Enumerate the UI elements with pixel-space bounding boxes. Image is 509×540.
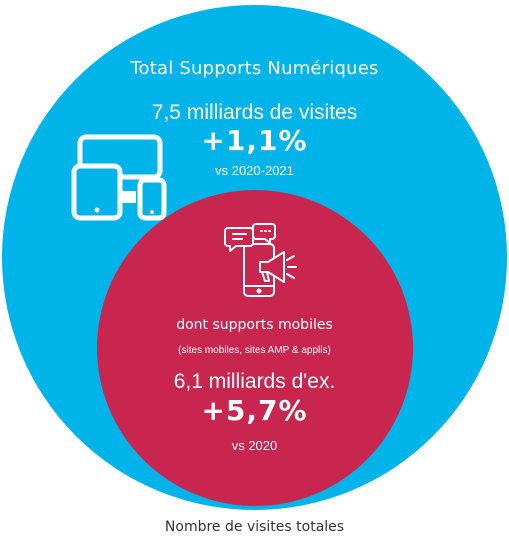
inner-title: dont supports mobiles — [176, 317, 333, 333]
inner-subtitle: (sites mobiles, sites AMP & applis) — [178, 345, 331, 356]
outer-title: Total Supports Numériques — [130, 58, 379, 79]
inner-growth: +5,7% — [201, 394, 308, 427]
outer-value: 7,5 milliards de visites — [151, 101, 358, 124]
devices-icon — [71, 134, 167, 221]
caption: Nombre de visites totales — [164, 519, 345, 535]
inner-value: 6,1 milliards d'ex. — [173, 370, 336, 393]
inner-period: vs 2020 — [231, 438, 278, 453]
inner-circle-mobile — [97, 190, 413, 506]
outer-period: vs 2020-2021 — [215, 163, 294, 178]
mobile-marketing-icon — [224, 223, 297, 297]
outer-growth: +1,1% — [201, 124, 308, 157]
